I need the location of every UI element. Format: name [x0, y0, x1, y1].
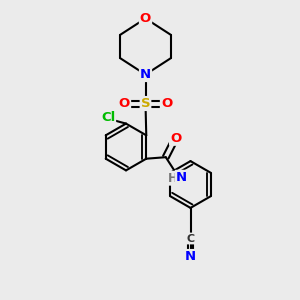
Text: O: O: [161, 97, 172, 110]
Text: N: N: [176, 171, 187, 184]
Text: C: C: [186, 233, 195, 244]
Text: N: N: [185, 250, 196, 263]
Text: N: N: [140, 68, 151, 81]
Text: H: H: [167, 172, 177, 185]
Text: O: O: [170, 132, 181, 145]
Text: S: S: [141, 97, 150, 110]
Text: O: O: [140, 12, 151, 25]
Text: O: O: [119, 97, 130, 110]
Text: Cl: Cl: [101, 111, 115, 124]
